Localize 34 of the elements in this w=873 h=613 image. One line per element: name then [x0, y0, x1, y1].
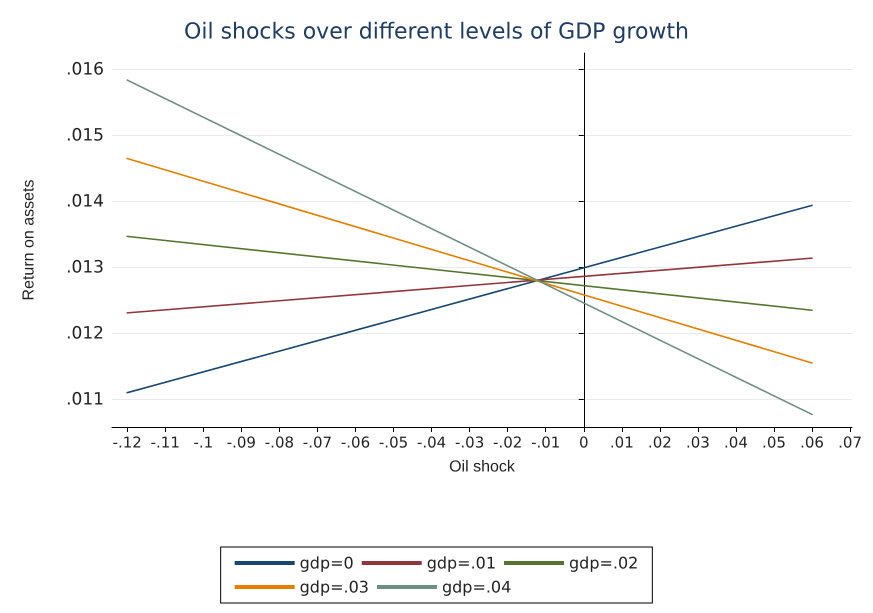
x-tick-label: -.03	[454, 434, 484, 452]
chart-title: Oil shocks over different levels of GDP growth	[184, 20, 689, 44]
legend-label: gdp=.01	[426, 554, 496, 572]
legend-label: gdp=.03	[300, 578, 369, 596]
legend-label: gdp=.02	[569, 554, 638, 572]
x-tick-label: .03	[686, 434, 710, 452]
x-tick-label: -.12	[112, 434, 142, 452]
x-tick-label: .05	[762, 434, 786, 452]
y-tick-label: .012	[66, 323, 104, 344]
x-tick-label: -.08	[264, 434, 294, 452]
x-tick-label: .04	[724, 434, 748, 452]
x-tick-label: -.05	[378, 434, 408, 452]
x-tick-label: -.09	[226, 434, 256, 452]
y-tick-label: .015	[66, 125, 104, 146]
x-tick-label: .02	[648, 434, 672, 452]
x-tick-label: -.1	[193, 434, 214, 452]
x-tick-label: -.01	[531, 434, 560, 452]
x-tick-label: .01	[610, 434, 634, 452]
y-tick-label: .011	[66, 389, 104, 410]
legend-label: gdp=0	[300, 554, 354, 572]
legend-label: gdp=.04	[442, 578, 512, 596]
y-tick-label: .014	[66, 191, 104, 212]
y-axis-title: Return on assets	[20, 180, 38, 300]
x-tick-label: .06	[800, 434, 824, 452]
x-tick-label: 0	[578, 434, 589, 452]
x-tick-label: -.02	[493, 434, 522, 452]
x-tick-label: -.11	[150, 434, 180, 452]
x-axis-title: Oil shock	[449, 458, 516, 476]
y-tick-label: .013	[66, 257, 104, 278]
x-tick-label: -.04	[416, 434, 446, 452]
x-tick-label: -.07	[302, 434, 332, 452]
x-tick-label: -.06	[340, 434, 370, 452]
y-tick-label: .016	[66, 59, 104, 80]
x-tick-label: .07	[838, 434, 862, 452]
